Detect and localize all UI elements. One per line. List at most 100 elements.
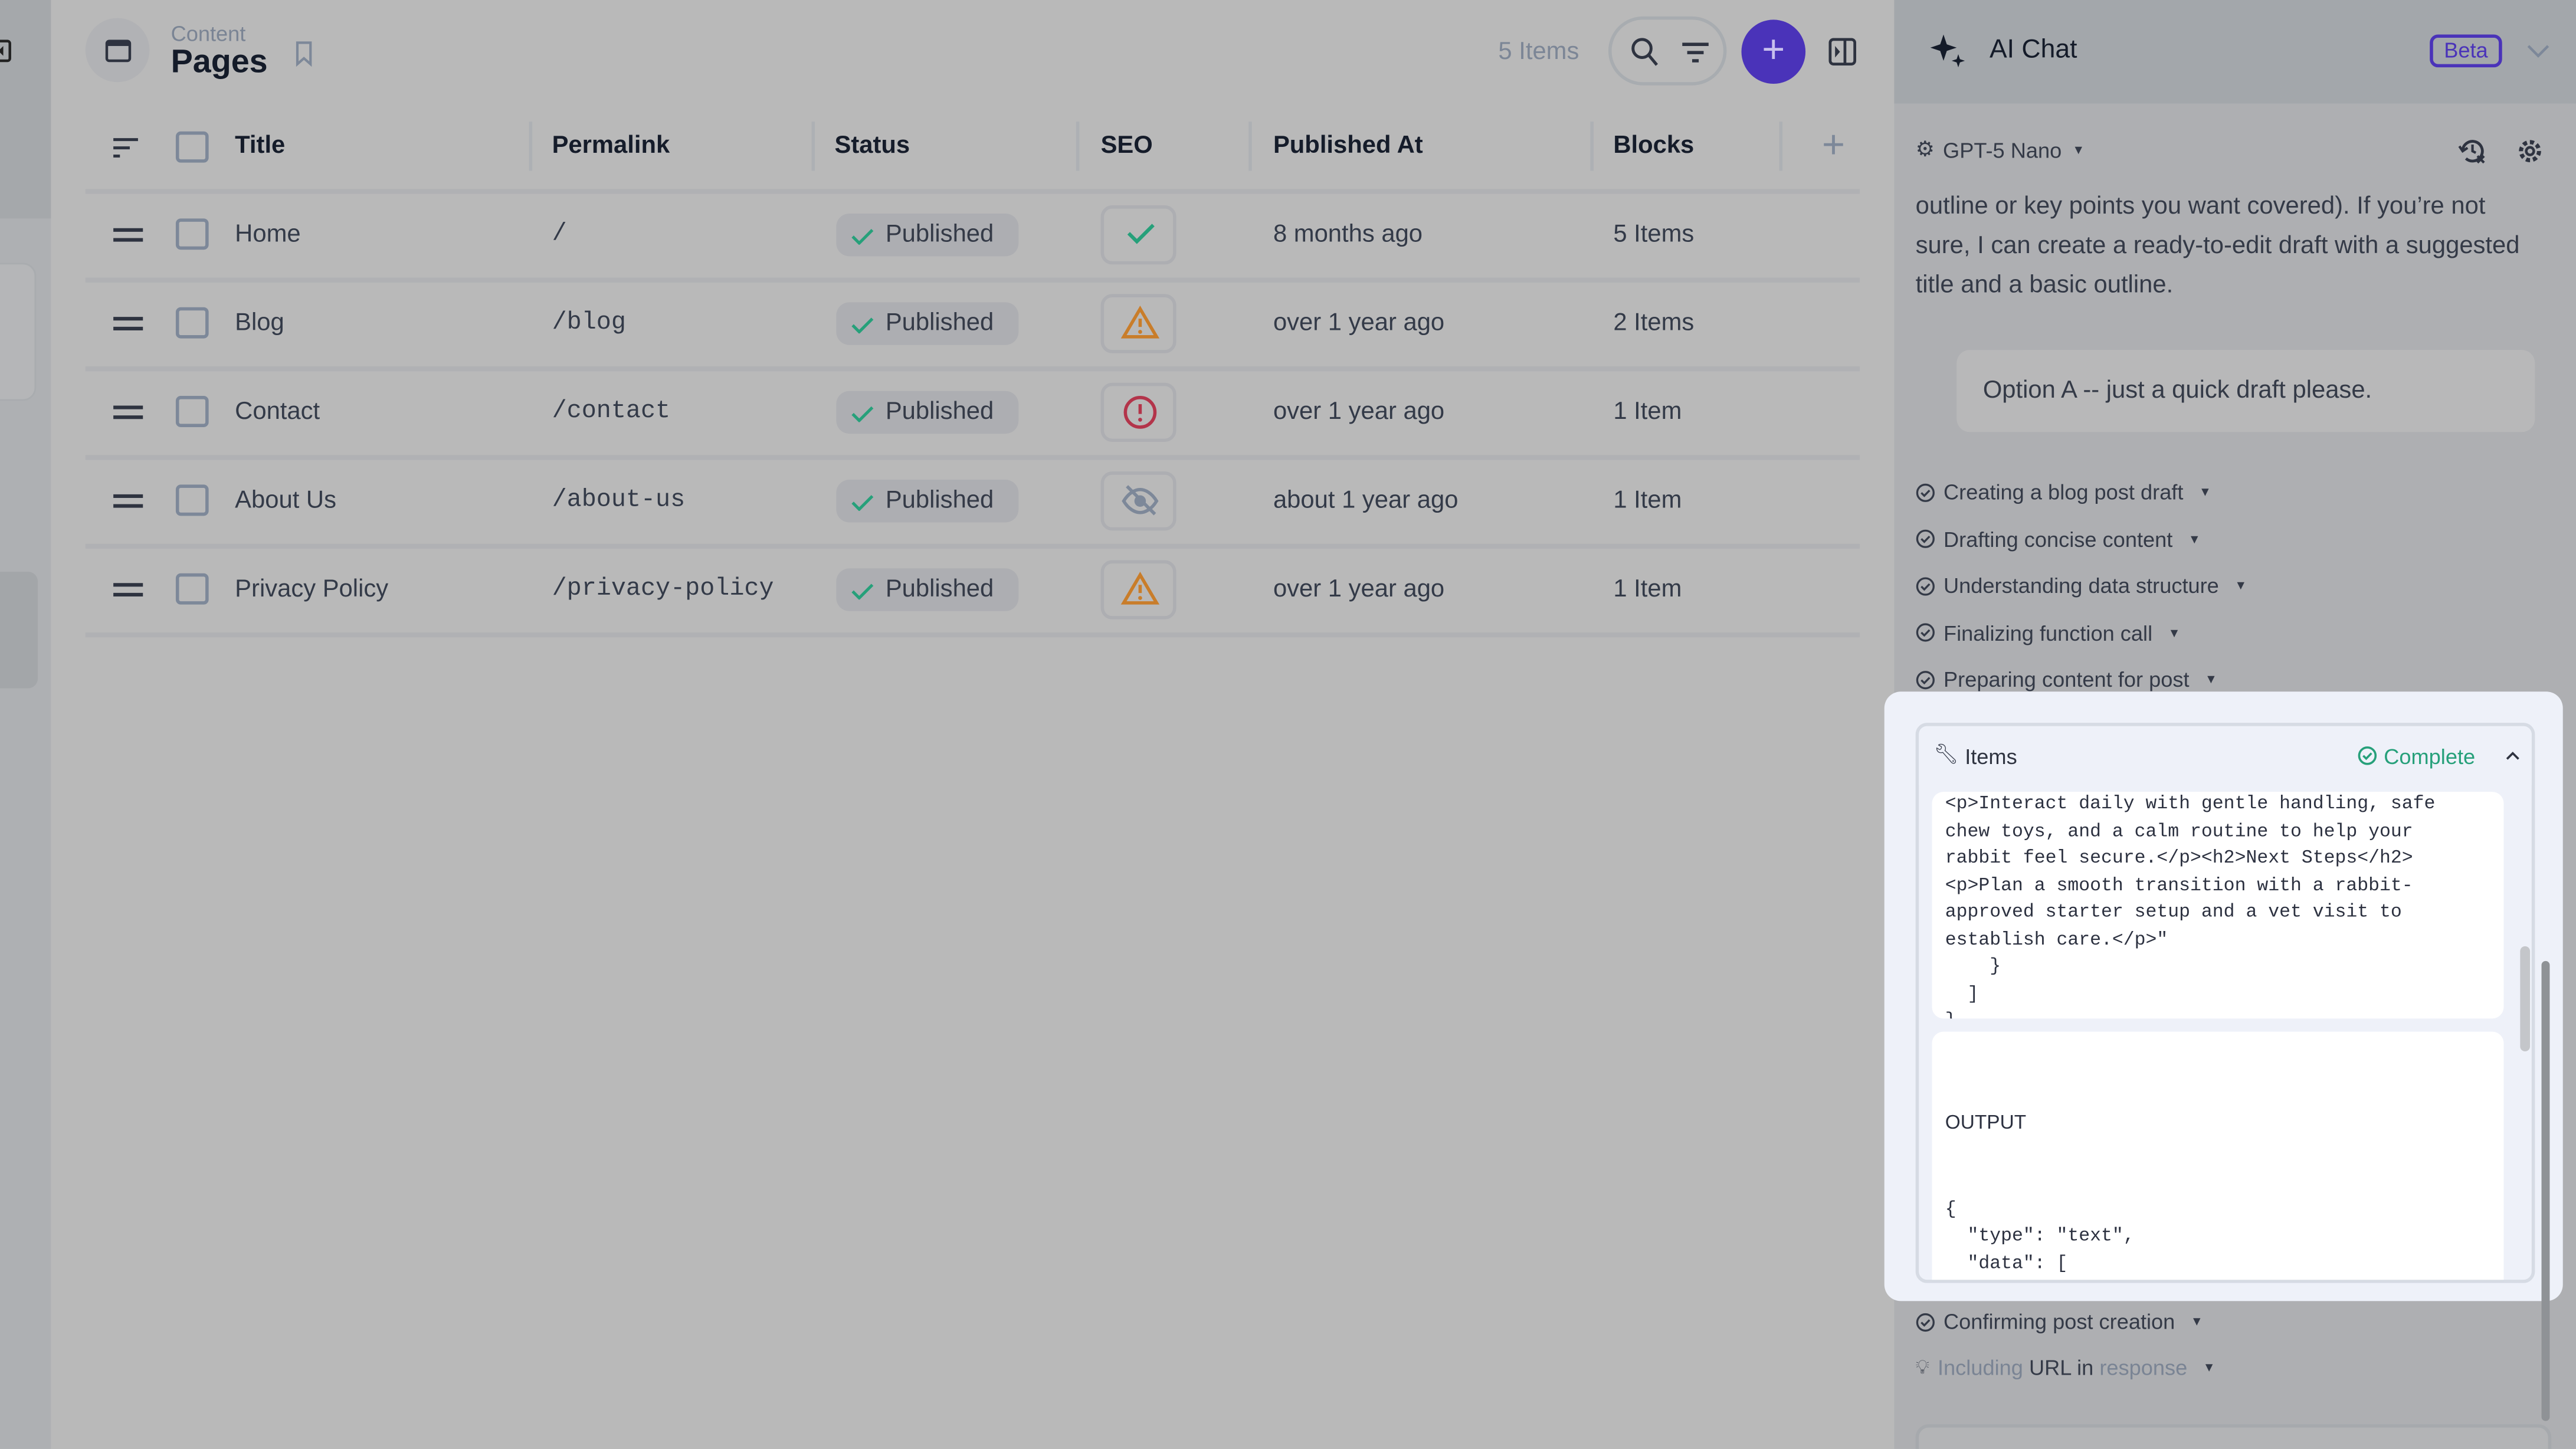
chevron-down-icon: ▾ <box>2207 670 2215 687</box>
cell-permalink: /privacy-policy <box>552 575 774 603</box>
row-checkbox[interactable] <box>175 396 209 427</box>
inner-scrollbar[interactable] <box>2520 946 2531 1052</box>
cell-title[interactable]: About Us <box>235 486 336 514</box>
sort-icon[interactable] <box>112 136 141 159</box>
status-badge: Published <box>836 568 1019 611</box>
cell-title[interactable]: Blog <box>235 309 284 337</box>
chevron-down-icon: ▾ <box>2074 140 2083 157</box>
divider <box>85 277 1860 283</box>
eye-off-icon <box>1122 485 1159 516</box>
column-header-published-at[interactable]: Published At <box>1273 131 1423 160</box>
cell-permalink: / <box>552 220 567 248</box>
step-item[interactable]: Understanding data structure ▾ <box>1916 573 2244 598</box>
chevron-down-icon: ▾ <box>2237 576 2245 594</box>
column-header-title[interactable]: Title <box>235 131 286 160</box>
check-icon <box>851 317 874 334</box>
row-checkbox[interactable] <box>175 484 209 516</box>
cell-blocks: 5 Items <box>1613 220 1695 248</box>
step-item[interactable]: Preparing content for post ▾ <box>1916 667 2215 691</box>
row-checkbox[interactable] <box>175 573 209 605</box>
bookmark-icon[interactable] <box>294 41 313 68</box>
seo-status[interactable] <box>1100 382 1176 442</box>
tool-output-block: OUTPUT { "type": "text", "data": [ { "co… <box>1932 1031 2504 1280</box>
beta-badge: Beta <box>2430 34 2502 68</box>
breadcrumb[interactable]: Content <box>171 21 246 46</box>
cell-title[interactable]: Home <box>235 220 301 248</box>
drag-handle-icon[interactable] <box>112 227 145 243</box>
step-item[interactable]: Drafting concise content ▾ <box>1916 526 2198 551</box>
collapse-sidebar-icon[interactable] <box>0 40 13 63</box>
drag-handle-icon[interactable] <box>112 404 145 421</box>
status-badge: Published <box>836 480 1019 523</box>
status-label: Published <box>885 309 994 337</box>
seo-status[interactable] <box>1100 294 1176 353</box>
step-label-highlight: URL in <box>2028 1355 2100 1380</box>
toggle-panel-icon[interactable] <box>1828 38 1858 67</box>
warning-triangle-icon <box>1120 572 1160 605</box>
seo-status[interactable] <box>1100 205 1176 265</box>
check-icon <box>851 495 874 511</box>
column-divider[interactable] <box>1590 122 1594 171</box>
user-message: Option A -- just a quick draft please. <box>1956 350 2535 432</box>
tool-name: Items <box>1965 744 2017 769</box>
chat-input[interactable] <box>1915 1424 2552 1449</box>
column-header-status[interactable]: Status <box>834 131 910 160</box>
column-header-permalink[interactable]: Permalink <box>552 131 670 160</box>
chat-scrollbar[interactable] <box>2541 960 2550 1421</box>
model-selector[interactable]: ⚙ GPT-5 Nano ▾ <box>1916 136 2082 163</box>
drag-handle-icon[interactable] <box>112 316 145 332</box>
add-column-button[interactable]: + <box>1821 123 1845 168</box>
column-divider[interactable] <box>811 122 815 171</box>
column-divider[interactable] <box>1248 122 1252 171</box>
sidebar-selected-item[interactable] <box>0 571 38 689</box>
cell-published-at: over 1 year ago <box>1273 397 1445 426</box>
seo-status[interactable] <box>1100 471 1176 531</box>
add-page-button[interactable]: + <box>1741 19 1806 84</box>
alert-circle-icon <box>1123 396 1157 429</box>
settings-gear-icon[interactable] <box>2515 136 2545 166</box>
drag-handle-icon[interactable] <box>112 582 145 598</box>
drag-handle-icon[interactable] <box>112 493 145 509</box>
row-checkbox[interactable] <box>175 218 209 250</box>
step-label: Creating a blog post draft <box>1943 480 2184 504</box>
check-circle-icon <box>1916 483 1935 501</box>
row-checkbox[interactable] <box>175 307 209 339</box>
clear-history-icon[interactable] <box>2458 136 2487 166</box>
cell-permalink: /contact <box>552 397 671 426</box>
step-confirming[interactable]: Confirming post creation ▾ <box>1916 1309 2201 1334</box>
status-badge: Published <box>836 213 1019 257</box>
column-header-seo[interactable]: SEO <box>1100 131 1153 160</box>
column-divider[interactable] <box>1779 122 1783 171</box>
select-all-checkbox[interactable] <box>175 131 209 163</box>
check-icon <box>851 406 874 422</box>
cell-published-at: about 1 year ago <box>1273 486 1459 514</box>
cell-published-at: 8 months ago <box>1273 220 1423 248</box>
lightbulb-icon: 💡︎ <box>1915 1355 1930 1379</box>
column-header-blocks[interactable]: Blocks <box>1613 131 1695 160</box>
chevron-up-icon[interactable] <box>2505 750 2520 760</box>
filter-icon[interactable] <box>1680 40 1710 66</box>
divider <box>85 189 1860 194</box>
step-thinking[interactable]: 💡︎ Including URL in response ▾ <box>1915 1355 2213 1380</box>
chevron-down-icon[interactable] <box>2526 42 2549 59</box>
step-label: Finalizing function call <box>1943 620 2153 645</box>
divider <box>85 632 1860 638</box>
check-icon <box>1127 224 1155 244</box>
left-sidebar <box>0 0 51 1449</box>
search-filter-group <box>1608 16 1727 86</box>
column-divider[interactable] <box>529 122 533 171</box>
page-icon-button[interactable] <box>85 18 150 83</box>
step-item[interactable]: Creating a blog post draft ▾ <box>1916 480 2209 504</box>
model-name: GPT-5 Nano <box>1943 137 2062 162</box>
step-item[interactable]: Finalizing function call ▾ <box>1916 620 2178 645</box>
chevron-down-icon: ▾ <box>2190 529 2198 546</box>
column-divider[interactable] <box>1076 122 1080 171</box>
seo-status[interactable] <box>1100 560 1176 619</box>
sidebar-card[interactable] <box>0 263 37 401</box>
tool-call-header[interactable]: 🔧︎ Items Complete <box>1919 726 2532 785</box>
cell-title[interactable]: Privacy Policy <box>235 575 389 603</box>
cell-title[interactable]: Contact <box>235 397 320 426</box>
search-icon[interactable] <box>1630 36 1659 69</box>
cell-blocks: 2 Items <box>1613 309 1695 337</box>
step-label-prefix: Including <box>1937 1355 2029 1380</box>
